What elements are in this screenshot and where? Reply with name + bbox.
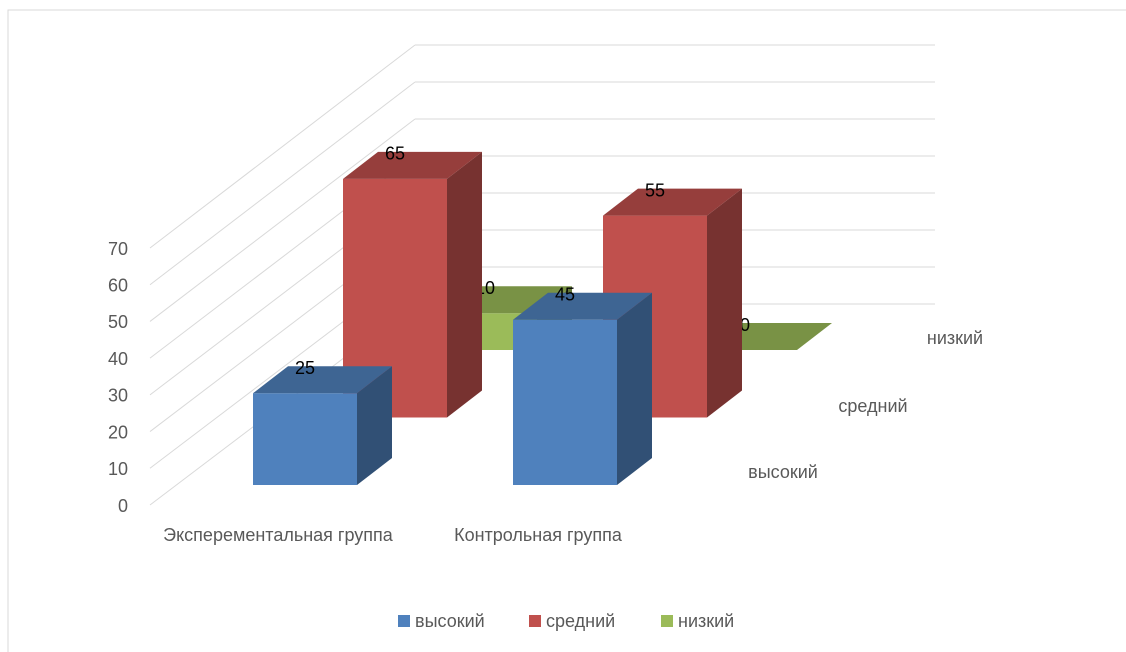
legend-label: средний <box>546 611 615 631</box>
data-label: 0 <box>740 315 750 335</box>
grid-line <box>149 118 416 322</box>
y-tick-label: 30 <box>108 386 128 406</box>
grid-line <box>149 81 416 286</box>
data-label: 25 <box>295 358 315 378</box>
legend-swatch <box>398 615 410 627</box>
depth-label: средний <box>838 396 907 416</box>
y-tick-label: 40 <box>108 349 128 369</box>
y-tick-label: 0 <box>118 496 128 516</box>
x-tick-label: Эксперементальная группа <box>163 525 393 545</box>
y-tick-label: 50 <box>108 312 128 332</box>
bar-top <box>603 188 742 216</box>
bar-front <box>253 393 357 485</box>
legend-label: низкий <box>678 611 734 631</box>
data-label: 65 <box>385 144 405 164</box>
y-tick-label: 60 <box>108 275 128 295</box>
bar-side <box>617 292 652 485</box>
depth-label: высокий <box>748 462 818 482</box>
bar-side <box>447 151 482 418</box>
y-tick-label: 20 <box>108 422 128 442</box>
y-tick-label: 70 <box>108 239 128 259</box>
bar-top <box>343 151 482 179</box>
bar-side <box>357 366 392 485</box>
grid-line <box>149 44 416 249</box>
bar-top <box>253 366 392 394</box>
legend-label: высокий <box>415 611 485 631</box>
legend-swatch <box>529 615 541 627</box>
frame <box>7 9 1126 652</box>
bar-front <box>343 178 447 418</box>
bar-front <box>513 319 617 485</box>
x-tick-label: Контрольная группа <box>454 525 622 545</box>
data-label: 45 <box>555 285 575 305</box>
data-label: 55 <box>645 180 665 200</box>
bar-top <box>513 292 652 320</box>
y-tick-label: 10 <box>108 459 128 479</box>
legend-swatch <box>661 615 673 627</box>
depth-label: низкий <box>927 328 983 348</box>
bar-side <box>707 188 742 418</box>
